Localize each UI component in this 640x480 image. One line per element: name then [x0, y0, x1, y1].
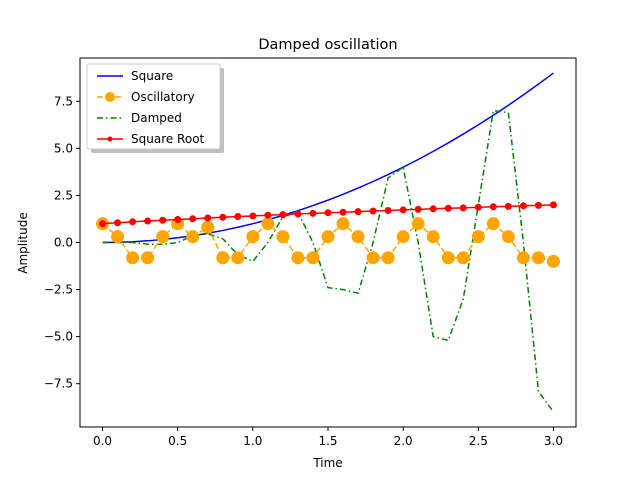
data-point-oscillatory — [471, 230, 485, 244]
data-point-square-root — [384, 206, 392, 214]
x-tick-label: 2.0 — [394, 434, 413, 448]
data-point-square-root — [354, 208, 362, 216]
data-point-square-root — [414, 205, 422, 213]
series-square-root — [99, 201, 557, 228]
data-point-square-root — [129, 218, 137, 226]
y-axis-label: Amplitude — [16, 212, 30, 274]
data-point-oscillatory — [321, 230, 335, 244]
chart-title: Damped oscillation — [258, 37, 397, 53]
y-axis: −7.5 −5.0 −2.5 0.0 2.5 5.0 7.5 — [44, 94, 80, 391]
data-point-oscillatory — [501, 230, 515, 244]
data-point-square-root — [309, 209, 317, 217]
data-point-oscillatory — [351, 230, 365, 244]
data-point-oscillatory — [291, 251, 305, 265]
data-point-square-root — [444, 204, 452, 212]
series-damped — [102, 109, 555, 413]
data-point-oscillatory — [396, 230, 410, 244]
data-point-square-root — [219, 213, 227, 221]
data-point-oscillatory — [366, 251, 380, 265]
y-tick-label: 2.5 — [54, 188, 73, 202]
data-point-square-root — [144, 217, 152, 225]
y-tick-label: −7.5 — [44, 377, 73, 391]
data-point-square-root — [294, 210, 302, 218]
data-point-square-root — [474, 203, 482, 211]
legend-label-damped: Damped — [131, 111, 182, 125]
data-point-square-root — [339, 208, 347, 216]
series-square — [102, 72, 554, 244]
y-tick-label: −2.5 — [44, 283, 73, 297]
data-point-square-root — [189, 215, 197, 223]
data-point-square-root — [234, 213, 242, 221]
data-point-square-root — [369, 207, 377, 215]
y-tick-label: 7.5 — [54, 94, 73, 108]
data-point-oscillatory — [111, 230, 125, 244]
data-point-square-root — [99, 220, 107, 228]
data-point-oscillatory — [426, 230, 440, 244]
x-tick-label: 3.0 — [544, 434, 563, 448]
legend-marker-oscillatory — [105, 92, 115, 102]
legend-marker-square-root — [107, 136, 113, 142]
data-point-square-root — [324, 209, 332, 217]
data-point-square-root — [534, 201, 542, 209]
legend-box — [86, 63, 221, 150]
y-tick-label: 0.0 — [54, 236, 73, 250]
y-tick-label: −5.0 — [44, 330, 73, 344]
data-point-square-root — [489, 203, 497, 211]
data-point-square-root — [429, 205, 437, 213]
data-point-oscillatory — [336, 217, 350, 231]
x-tick-label: 0.5 — [168, 434, 187, 448]
data-point-oscillatory — [276, 230, 290, 244]
legend: Square Oscillatory Damped Square Root — [86, 63, 224, 153]
data-point-square-root — [279, 211, 287, 219]
data-point-oscillatory — [531, 251, 545, 265]
y-tick-label: 5.0 — [54, 141, 73, 155]
data-point-oscillatory — [441, 251, 455, 265]
data-point-square-root — [519, 202, 527, 210]
legend-label-oscillatory: Oscillatory — [131, 90, 195, 104]
plot-area — [96, 72, 560, 413]
data-point-oscillatory — [306, 251, 320, 265]
data-point-oscillatory — [246, 230, 260, 244]
data-point-square-root — [204, 214, 212, 222]
x-axis: 0.0 0.5 1.0 1.5 2.0 2.5 3.0 — [93, 427, 563, 448]
data-point-oscillatory — [546, 254, 560, 268]
data-point-oscillatory — [126, 251, 140, 265]
data-point-oscillatory — [486, 217, 500, 231]
x-tick-label: 0.0 — [93, 434, 112, 448]
data-point-oscillatory — [456, 251, 470, 265]
data-point-oscillatory — [216, 251, 230, 265]
data-point-oscillatory — [186, 230, 200, 244]
data-point-oscillatory — [516, 251, 530, 265]
data-point-square-root — [114, 219, 122, 227]
data-point-square-root — [504, 202, 512, 210]
data-point-square-root — [459, 204, 467, 212]
data-point-oscillatory — [201, 220, 215, 234]
data-point-oscillatory — [261, 217, 275, 231]
data-point-square-root — [249, 212, 257, 220]
data-point-square-root — [174, 216, 182, 224]
series-line-square — [102, 72, 554, 244]
data-point-square-root — [399, 206, 407, 214]
x-tick-label: 2.5 — [469, 434, 488, 448]
x-tick-label: 1.0 — [243, 434, 262, 448]
data-point-square-root — [264, 211, 272, 219]
data-point-oscillatory — [411, 217, 425, 231]
data-point-square-root — [159, 216, 167, 224]
series-oscillatory — [96, 217, 560, 268]
x-axis-label: Time — [312, 456, 342, 470]
legend-label-square: Square — [131, 69, 173, 83]
data-point-oscillatory — [381, 251, 395, 265]
series-line-damped — [102, 109, 555, 413]
data-point-oscillatory — [156, 230, 170, 244]
data-point-oscillatory — [231, 251, 245, 265]
legend-label-square-root: Square Root — [131, 132, 205, 146]
data-point-square-root — [549, 201, 557, 209]
x-tick-label: 1.5 — [318, 434, 337, 448]
data-point-oscillatory — [141, 251, 155, 265]
